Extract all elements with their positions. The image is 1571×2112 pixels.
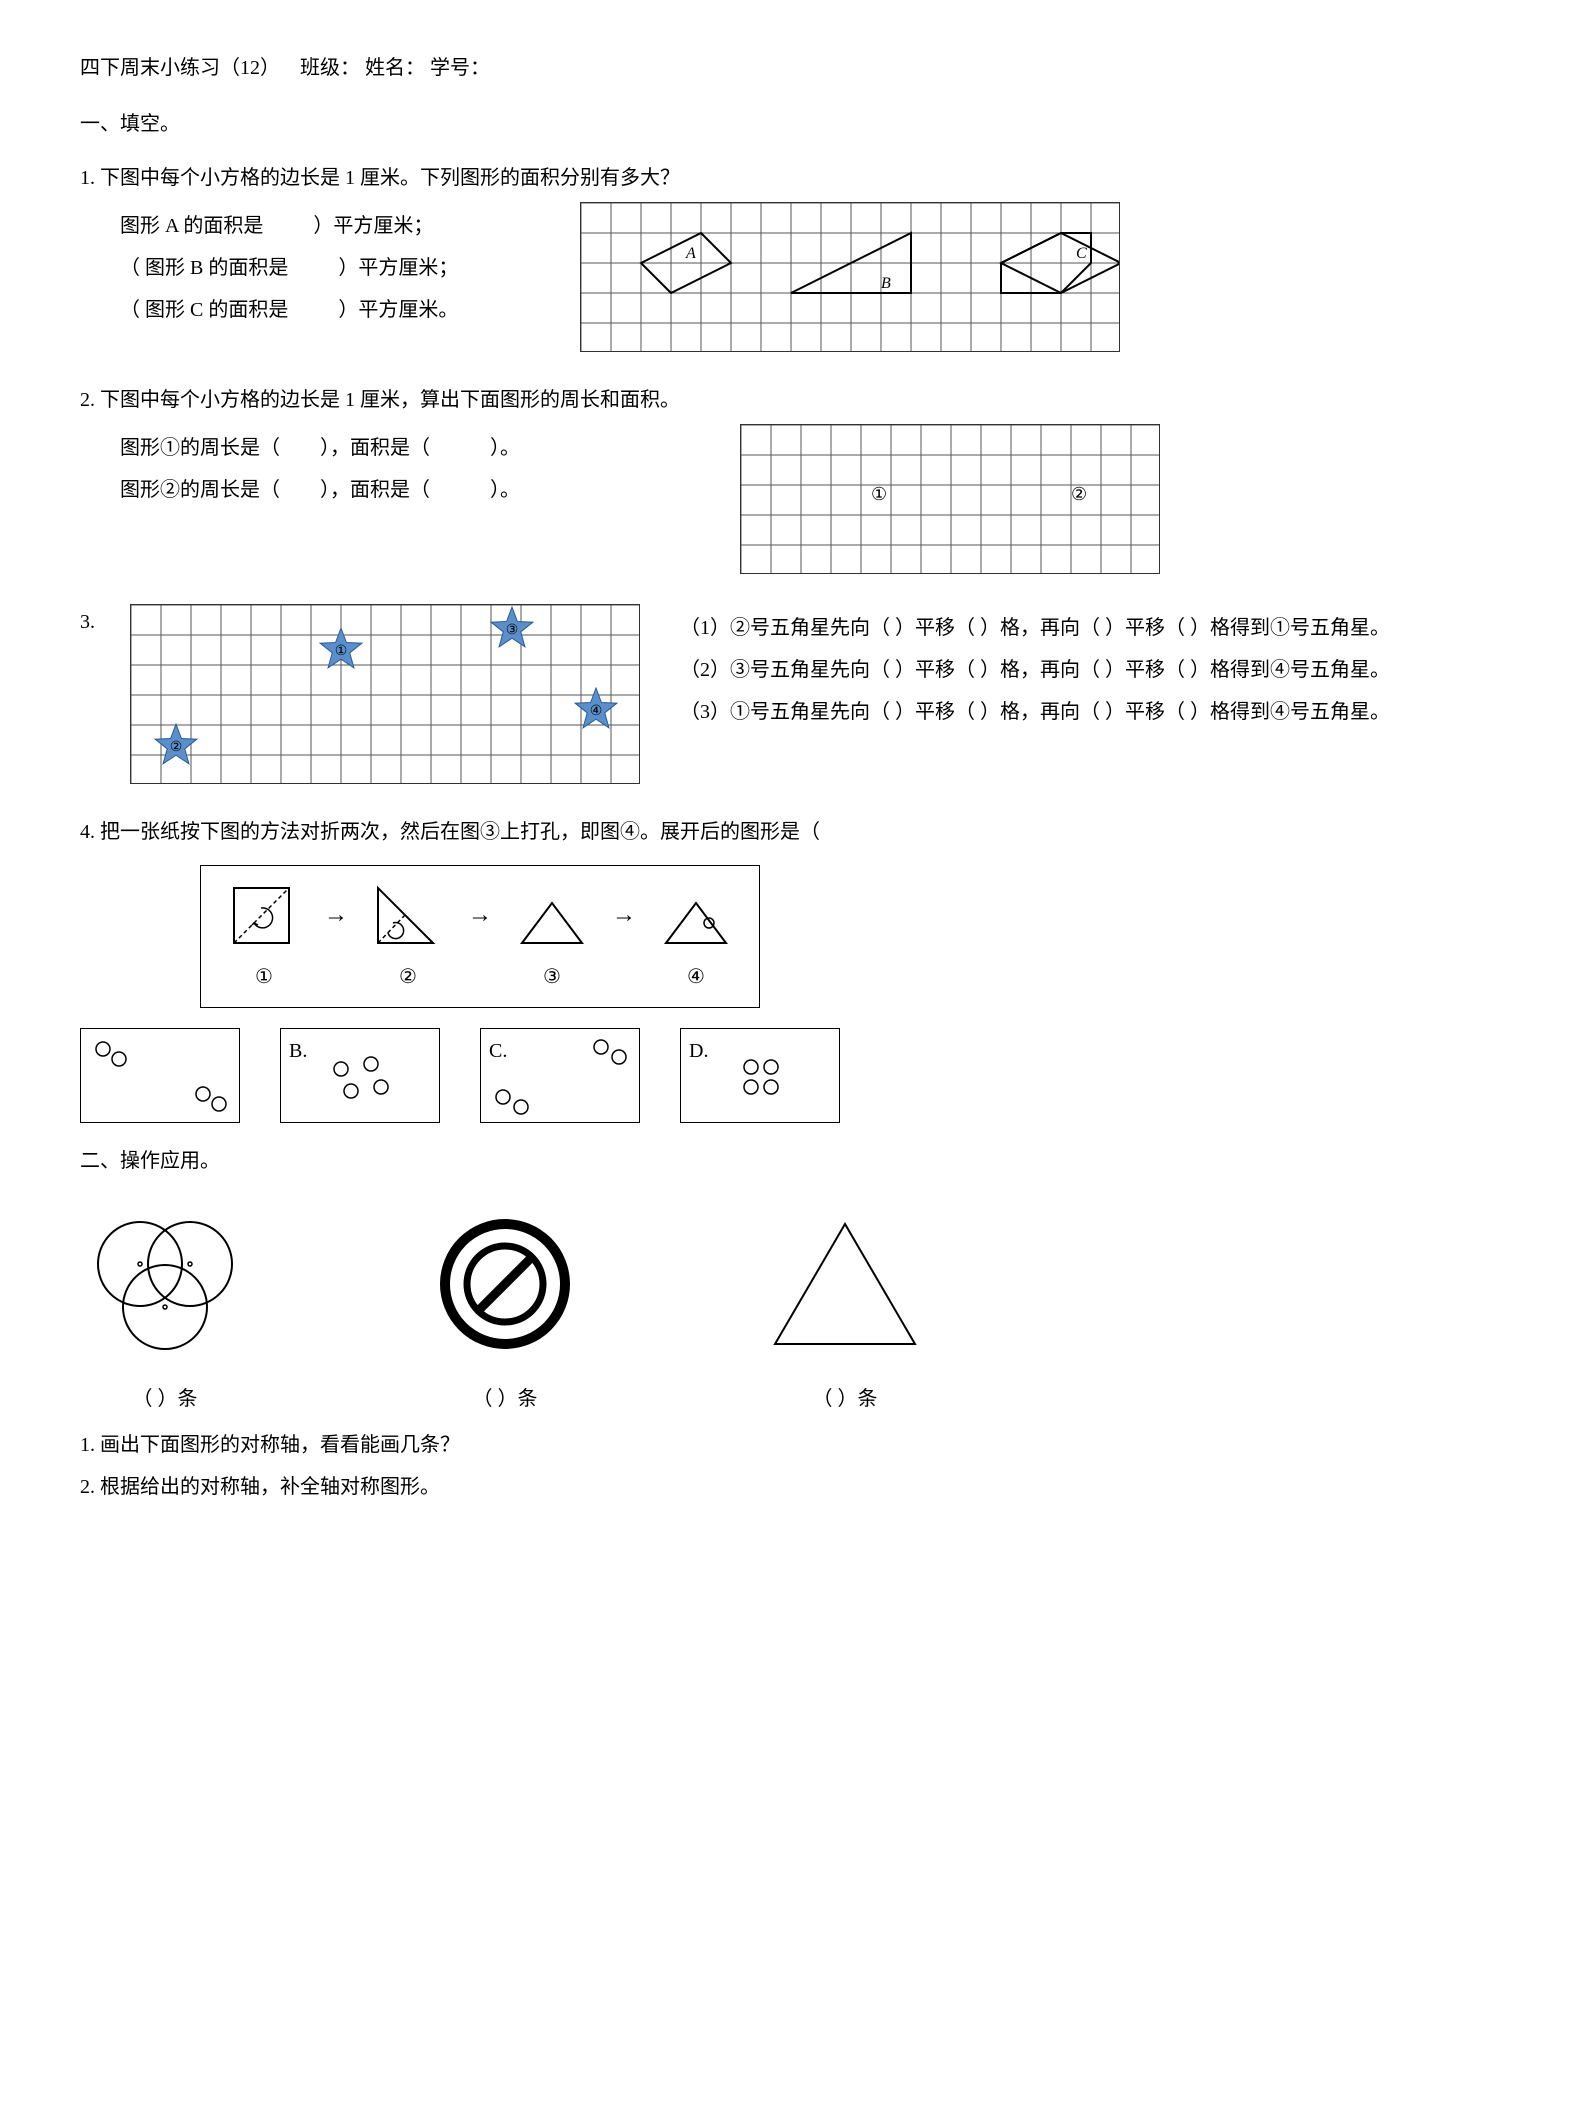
name-label: 姓名： <box>365 57 425 79</box>
sym-cap-1: （ ）条 <box>80 1381 250 1417</box>
q1-unitC: ）平方厘米。 <box>338 299 458 321</box>
q1-label-A: A <box>685 245 696 262</box>
sym-cap-2: （ ）条 <box>430 1381 580 1417</box>
id-label: 学号： <box>430 57 490 79</box>
sym-fig-triangle: （ ）条 <box>760 1209 930 1417</box>
q2-line2b: ），面积是（ <box>320 479 430 501</box>
q1-unitA: ）平方厘米； <box>313 215 433 237</box>
q1-lineC: （ 图形 C 的面积是 <box>120 299 288 321</box>
question-3: 3. ① ② ③ ④ （1）②号五角星先向（ ）平移（ ）格，再向（ ）平移（ ）格得… <box>80 604 1491 796</box>
q4-fold-diagram: → → → ① <box>200 865 760 1008</box>
section2-title: 二、操作应用。 <box>80 1143 1491 1179</box>
q4-option-C: C. <box>480 1028 640 1123</box>
fold-step4-icon <box>651 878 741 953</box>
star-label: ③ <box>506 623 519 638</box>
q4-option-B: B. <box>280 1028 440 1123</box>
question-4: 4. 把一张纸按下图的方法对折两次，然后在图③上打孔，即图④。展开后的图形是（ … <box>80 814 1491 1123</box>
q2-grid-figure: ① ② <box>740 424 1160 586</box>
fold-step2-icon <box>363 878 453 953</box>
q3-grid-figure: ① ② ③ ④ <box>130 604 640 796</box>
s2-q1: 1. 画出下面图形的对称轴，看看能画几条？ <box>80 1427 1491 1463</box>
q1-lineB: （ 图形 B 的面积是 <box>120 257 288 279</box>
q2-label-two: ② <box>1071 484 1087 504</box>
fold-step3-icon <box>507 878 597 953</box>
fold-step1-icon <box>219 878 309 953</box>
arrow-icon: → <box>612 894 636 937</box>
q2-label-one: ① <box>871 484 887 504</box>
q1-lineA: 图形 A 的面积是 <box>120 215 263 237</box>
q2-line1c: ）。 <box>490 437 520 459</box>
q1-unitB: ）平方厘米； <box>338 257 458 279</box>
q4-optD-label: D. <box>689 1033 708 1069</box>
section1-title: 一、填空。 <box>80 106 1491 142</box>
worksheet-header: 四下周末小练习（12） 班级： 姓名： 学号： <box>80 50 1491 86</box>
fold-lbl-2: ② <box>363 959 453 995</box>
arrow-icon: → <box>324 894 348 937</box>
q3-t2: （2）③号五角星先向（ ）平移（ ）格，再向（ ）平移（ ）格得到④号五角星。 <box>680 652 1491 688</box>
star-label: ② <box>170 740 183 755</box>
q2-line1b: ），面积是（ <box>320 437 430 459</box>
symmetry-figures-row: （ ）条 （ ）条 （ ）条 <box>80 1209 1491 1417</box>
question-1: 1. 下图中每个小方格的边长是 1 厘米。下列图形的面积分别有多大？ 图形 A … <box>80 160 1491 364</box>
q2-prompt: 2. 下图中每个小方格的边长是 1 厘米，算出下面图形的周长和面积。 <box>80 382 1491 418</box>
q4-prompt: 4. 把一张纸按下图的方法对折两次，然后在图③上打孔，即图④。展开后的图形是（ <box>80 814 1491 850</box>
s2-q2: 2. 根据给出的对称轴，补全轴对称图形。 <box>80 1469 1491 1505</box>
arrow-icon: → <box>468 894 492 937</box>
q3-text-block: （1）②号五角星先向（ ）平移（ ）格，再向（ ）平移（ ）格得到①号五角星。 … <box>660 604 1491 736</box>
q2-line2a: 图形②的周长是（ <box>120 479 280 501</box>
q2-line2c: ）。 <box>490 479 520 501</box>
class-label: 班级： <box>300 57 360 79</box>
q1-prompt: 1. 下图中每个小方格的边长是 1 厘米。下列图形的面积分别有多大？ <box>80 160 1491 196</box>
sym-fig-circles: （ ）条 <box>80 1209 250 1417</box>
star-label: ④ <box>590 704 603 719</box>
q4-optB-label: B. <box>289 1033 307 1069</box>
fold-lbl-4: ④ <box>651 959 741 995</box>
fold-lbl-1: ① <box>219 959 309 995</box>
q3-num: 3. <box>80 604 110 640</box>
q3-t1: （1）②号五角星先向（ ）平移（ ）格，再向（ ）平移（ ）格得到①号五角星。 <box>680 610 1491 646</box>
fold-lbl-3: ③ <box>507 959 597 995</box>
star-label: ① <box>335 644 348 659</box>
q1-grid-figure: A B C <box>580 202 1120 364</box>
sym-fig-nosign: （ ）条 <box>430 1209 580 1417</box>
q2-line1a: 图形①的周长是（ <box>120 437 280 459</box>
q4-optC-label: C. <box>489 1033 507 1069</box>
sym-cap-3: （ ）条 <box>760 1381 930 1417</box>
q4-option-D: D. <box>680 1028 840 1123</box>
worksheet-title: 四下周末小练习（12） <box>80 57 280 79</box>
q4-option-A <box>80 1028 240 1123</box>
question-2: 2. 下图中每个小方格的边长是 1 厘米，算出下面图形的周长和面积。 图形①的周… <box>80 382 1491 586</box>
q3-t3: （3）①号五角星先向（ ）平移（ ）格，再向（ ）平移（ ）格得到④号五角星。 <box>680 694 1491 730</box>
q1-label-C: C <box>1076 245 1087 262</box>
q1-label-B: B <box>881 275 891 292</box>
